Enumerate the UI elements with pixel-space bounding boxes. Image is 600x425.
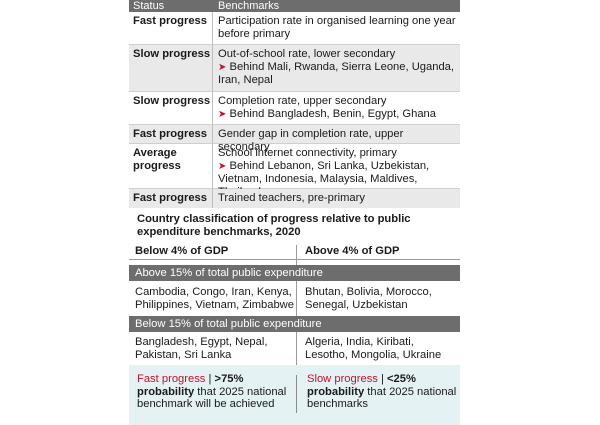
arrowhead-right-icon: ➤ — [218, 108, 227, 120]
behind-countries-text: Behind Mali, Rwanda, Sierra Leone, Ugand… — [229, 60, 455, 73]
legend-text: that 2025 national — [194, 385, 287, 398]
band-above-15: Above 15% of total public expenditure — [129, 265, 460, 281]
benchmarks-column-header: Benchmarks — [218, 0, 280, 12]
benchmark-cell: Participation rate in organised learning… — [218, 15, 458, 40]
above-left-countries: Cambodia, Congo, Iran, Kenya, Philippine… — [135, 286, 294, 311]
column-divider — [212, 12, 213, 44]
country-list-line: Bhutan, Bolivia, Morocco, — [305, 286, 432, 298]
arrowhead-right-icon: ➤ — [218, 160, 227, 172]
legend-bold: probability — [137, 385, 195, 398]
legend-label: Fast progress — [137, 373, 206, 385]
column-divider — [212, 144, 213, 188]
status-cell: Fast progress — [133, 15, 207, 27]
below-right-countries: Algeria, India, Kiribati, Lesotho, Mongo… — [305, 336, 441, 361]
benchmark-text: before primary — [218, 27, 291, 40]
above-right-countries: Bhutan, Bolivia, Morocco, Senegal, Uzbek… — [305, 286, 432, 311]
band-label: Below 15% of total public expenditure — [135, 318, 322, 330]
country-list-line: Bangladesh, Egypt, Nepal, — [135, 336, 268, 348]
country-list-line: Philippines, Vietnam, Zimbabwe — [135, 298, 294, 311]
table-row: Slow progress Completion rate, upper sec… — [129, 92, 460, 125]
benchmark-text: Gender gap in completion rate, upper sec… — [218, 128, 404, 153]
status-text: progress — [133, 159, 181, 172]
slow-progress-legend: Slow progress | <25% probability that 20… — [307, 373, 456, 411]
benchmark-cell: Gender gap in completion rate, upper sec… — [218, 128, 458, 153]
table-row: Fast progress Participation rate in orga… — [129, 12, 460, 45]
below-gdp-heading: Below 4% of GDP — [135, 245, 229, 257]
benchmark-text: Participation rate in organised learning… — [218, 15, 456, 27]
column-divider — [212, 189, 213, 208]
legend-footer: Fast progress | >75% probability that 20… — [129, 365, 460, 425]
table-row: Fast progress Trained teachers, pre-prim… — [129, 189, 460, 208]
legend-text: benchmarks — [307, 398, 368, 411]
column-divider — [212, 45, 213, 91]
status-cell: Average progress — [133, 147, 213, 172]
benchmarks-card: Status Benchmarks Fast progress Particip… — [129, 0, 460, 425]
below-left-countries: Bangladesh, Egypt, Nepal, Pakistan, Sri … — [135, 336, 267, 361]
column-divider — [212, 125, 213, 143]
legend-value: >75% — [214, 373, 244, 385]
band-below-15: Below 15% of total public expenditure — [129, 316, 460, 332]
heading-underline — [129, 259, 460, 260]
legend-value: <25% — [387, 373, 416, 385]
country-list-line: Pakistan, Sri Lanka — [135, 348, 232, 361]
benchmark-text: School internet connectivity, primary — [218, 147, 397, 159]
benchmark-cell: Trained teachers, pre-primary — [218, 192, 458, 205]
benchmark-text: Trained teachers, pre-primary — [218, 192, 365, 204]
legend-divider — [296, 375, 297, 413]
classification-title-line: expenditure benchmarks, 2020 — [137, 226, 301, 238]
status-cell: Fast progress — [133, 128, 207, 140]
legend-separator: | — [205, 373, 215, 385]
country-list-line: Lesotho, Mongolia, Ukraine — [305, 348, 442, 361]
classification-title-line: Country classification of progress relat… — [137, 213, 411, 225]
classification-title: Country classification of progress relat… — [137, 213, 457, 239]
behind-countries-text: Iran, Nepal — [218, 74, 273, 87]
legend-label: Slow progress — [307, 373, 378, 385]
status-cell: Slow progress — [133, 48, 211, 60]
legend-separator: | — [377, 373, 388, 385]
status-text: Average — [133, 147, 177, 159]
status-cell: Fast progress — [133, 192, 207, 204]
benchmark-text: Out-of-school rate, lower secondary — [218, 48, 396, 60]
benchmark-cell: Out-of-school rate, lower secondary ➤ Be… — [218, 48, 458, 87]
column-divider — [296, 245, 297, 365]
legend-text: that 2025 national — [364, 385, 457, 398]
above-gdp-heading: Above 4% of GDP — [305, 245, 400, 257]
country-list-line: Senegal, Uzbekistan — [305, 298, 408, 311]
legend-text: benchmark will be achieved — [137, 398, 275, 411]
table-header: Status Benchmarks — [129, 0, 460, 12]
legend-bold: probability — [307, 385, 365, 398]
country-list-line: Cambodia, Congo, Iran, Kenya, — [135, 286, 292, 298]
country-list-line: Algeria, India, Kiribati, — [305, 336, 414, 348]
behind-countries-text: Behind Bangladesh, Benin, Egypt, Ghana — [229, 107, 437, 120]
table-row: Fast progress Gender gap in completion r… — [129, 125, 460, 153]
status-column-header: Status — [133, 0, 165, 12]
band-label: Above 15% of total public expenditure — [135, 267, 323, 279]
benchmark-cell: Completion rate, upper secondary ➤ Behin… — [218, 95, 458, 121]
benchmark-text: Completion rate, upper secondary — [218, 95, 387, 107]
fast-progress-legend: Fast progress | >75% probability that 20… — [137, 373, 286, 411]
table-row: Slow progress Out-of-school rate, lower … — [129, 45, 460, 92]
table-row: Average progress School internet connect… — [129, 144, 460, 198]
status-cell: Slow progress — [133, 95, 211, 107]
arrowhead-right-icon: ➤ — [218, 61, 227, 73]
column-divider — [212, 92, 213, 124]
behind-countries-text: Behind Lebanon, Sri Lanka, Uzbekistan, — [229, 159, 430, 172]
